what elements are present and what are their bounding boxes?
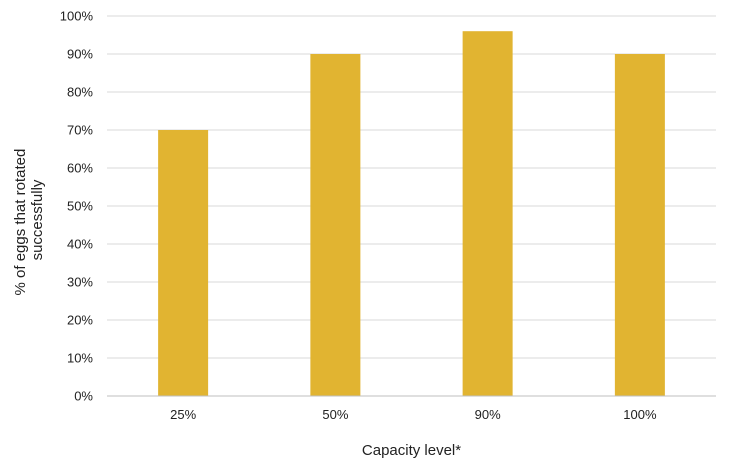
y-tick-label: 0% [74,389,93,404]
bar [158,130,209,396]
y-tick-label: 10% [67,351,93,366]
y-axis-title-line-1: % of eggs that rotated [12,149,29,296]
bar [614,54,665,396]
y-tick-label: 20% [67,313,93,328]
bar [462,31,513,396]
y-tick-label: 80% [67,85,93,100]
y-tick-label: 90% [67,47,93,62]
y-tick-label: 50% [67,199,93,214]
y-axis-title-line-2: successfully [29,179,46,260]
x-tick-label: 90% [475,407,501,422]
gridlines [107,15,716,359]
y-tick-label: 40% [67,237,93,252]
x-tick-label: 100% [623,407,657,422]
x-axis-tick-labels: 25% 50% 90% 100% [170,407,657,422]
y-tick-label: 60% [67,161,93,176]
x-tick-label: 25% [170,407,196,422]
bars [158,31,665,396]
x-tick-label: 50% [322,407,348,422]
y-axis-tick-labels: 0% 10% 20% 30% 40% 50% 60% 70% 80% 90% 100% [60,9,94,404]
y-axis-title: % of eggs that rotated successfully [12,145,46,296]
y-tick-label: 70% [67,123,93,138]
y-tick-label: 100% [60,9,94,24]
x-axis-title: Capacity level* [362,442,461,459]
y-tick-label: 30% [67,275,93,290]
bar [310,54,361,396]
